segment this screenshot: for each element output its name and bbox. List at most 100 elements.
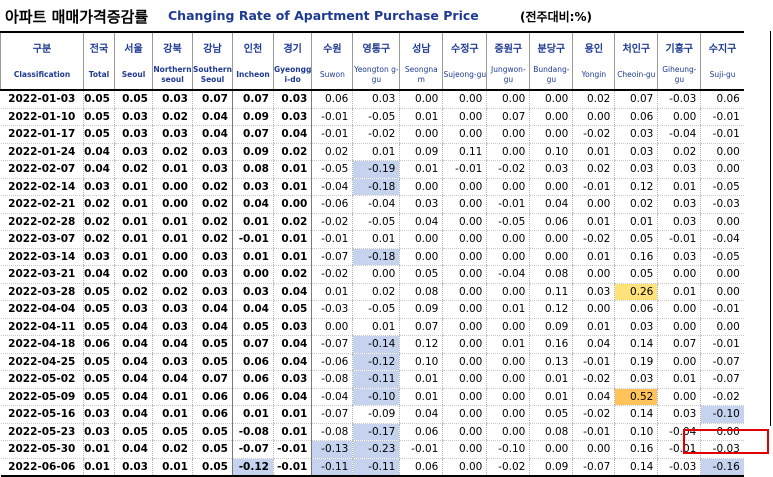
table-row: 2022-04-18 0.06 0.04 0.04 0.05 0.07 0.04 -0.07-… xyxy=(0,335,744,354)
table-cell: 0.16 xyxy=(614,440,658,459)
table-cell: 0.00 xyxy=(442,195,487,214)
table-cell: 0.00 xyxy=(442,108,487,126)
table-cell: 0.07 xyxy=(486,108,530,126)
table-row: 2022-02-07 0.04 0.02 0.01 0.03 0.08 0.01 -0.05-… xyxy=(0,160,744,179)
table-cell: 0.00 xyxy=(442,230,487,249)
table-cell: 0.06 xyxy=(231,353,274,371)
table-cell: 0.03 xyxy=(114,125,153,144)
table-cell: 0.00 xyxy=(529,108,573,126)
table-cell: 0.00 xyxy=(399,125,443,144)
column-header-kr: 분당구 xyxy=(529,31,573,61)
column-header-kr: 성남 xyxy=(399,31,443,61)
table-cell: 0.10 xyxy=(529,143,573,161)
table-cell: -0.01 xyxy=(311,125,353,144)
table-cell: -0.08 xyxy=(311,423,353,441)
table-cell: 0.01 xyxy=(152,458,193,477)
table-cell: 0.04 xyxy=(231,195,274,214)
table-cell: 0.07 xyxy=(399,318,443,336)
table-cell: 0.02 xyxy=(114,283,153,301)
table-cell: 0.04 xyxy=(114,440,153,459)
table-cell: 0.00 xyxy=(657,388,701,406)
table-cell: 0.00 xyxy=(442,300,487,319)
table-cell: 0.00 xyxy=(486,125,530,144)
unit-label: (전주대비:%) xyxy=(520,10,592,24)
column-header-en: Seongna m xyxy=(399,61,443,91)
table-row: 2022-05-23 0.03 0.05 0.05 0.05 -0.08 0.01 -0.08… xyxy=(0,423,744,441)
table-cell: 0.00 xyxy=(657,265,701,284)
row-date: 2022-02-14 xyxy=(0,178,84,196)
table-cell: -0.01 xyxy=(272,440,313,459)
table-cell: 0.01 xyxy=(572,318,615,336)
table-cell: 0.03 xyxy=(399,195,443,214)
table-cell: -0.04 xyxy=(486,265,530,284)
table-cell: -0.01 xyxy=(700,335,744,354)
table-cell: 0.12 xyxy=(399,335,443,354)
table-cell: 0.00 xyxy=(486,230,530,249)
column-header-en: Bundang-gu xyxy=(529,61,573,91)
table-cell: 0.00 xyxy=(529,178,573,196)
table-cell: 0.05 xyxy=(614,265,658,284)
table-cell: -0.18 xyxy=(352,248,400,266)
table-cell: 0.02 xyxy=(152,143,193,161)
table-cell: 0.02 xyxy=(192,213,233,231)
table-cell: 0.03 xyxy=(83,423,115,441)
column-header-kr: 용인 xyxy=(572,31,615,61)
table-cell: -0.17 xyxy=(352,423,400,441)
table-cell: 0.52 xyxy=(614,388,658,406)
table-cell: 0.00 xyxy=(442,335,487,354)
table-cell: 0.00 xyxy=(572,300,615,319)
table-cell: -0.19 xyxy=(352,160,400,179)
table-row: 2022-05-02 0.05 0.04 0.04 0.07 0.06 0.03 -0.08-… xyxy=(0,370,744,389)
table-cell: 0.01 xyxy=(352,230,400,249)
table-cell: 0.00 xyxy=(442,405,487,424)
table-cell: 0.01 xyxy=(231,248,274,266)
table-cell: -0.03 xyxy=(311,300,353,319)
table-row: 2022-01-24 0.04 0.03 0.02 0.03 0.09 0.02 0.02 0.… xyxy=(0,143,744,161)
table-cell: 0.05 xyxy=(192,335,233,354)
table-cell: 0.09 xyxy=(399,143,443,161)
header-english-row: Classification Total Seoul Northern seoul So… xyxy=(0,61,744,91)
table-cell: 0.06 xyxy=(192,405,233,424)
table-cell: 0.00 xyxy=(399,90,443,109)
table-cell: -0.06 xyxy=(311,353,353,371)
table-cell: 0.02 xyxy=(614,195,658,214)
table-cell: 0.04 xyxy=(192,108,233,126)
table-cell: -0.02 xyxy=(572,405,615,424)
table-cell: 0.01 xyxy=(486,300,530,319)
table-cell: 0.01 xyxy=(399,388,443,406)
table-cell: 0.00 xyxy=(572,440,615,459)
table-cell: -0.23 xyxy=(352,440,400,459)
column-header-kr: 기흥구 xyxy=(657,31,701,61)
table-cell: 0.01 xyxy=(572,143,615,161)
table-cell: -0.07 xyxy=(700,370,744,389)
table-cell: 0.05 xyxy=(83,300,115,319)
table-cell: 0.01 xyxy=(272,248,313,266)
table-cell: 0.01 xyxy=(114,178,153,196)
table-row: 2022-04-11 0.05 0.04 0.03 0.04 0.05 0.03 0.00 0.… xyxy=(0,318,744,336)
table-cell: -0.05 xyxy=(700,248,744,266)
table-cell: -0.02 xyxy=(311,265,353,284)
table-cell: 0.00 xyxy=(486,143,530,161)
table-cell: 0.03 xyxy=(192,248,233,266)
table-cell: -0.03 xyxy=(700,195,744,214)
table-cell: 0.05 xyxy=(83,370,115,389)
table-cell: 0.16 xyxy=(529,335,573,354)
table-cell: -0.01 xyxy=(442,160,487,179)
table-cell: 0.01 xyxy=(311,283,353,301)
table-cell: -0.07 xyxy=(311,248,353,266)
table-cell: -0.07 xyxy=(572,458,615,477)
table-cell: 0.02 xyxy=(272,213,313,231)
table-cell: -0.10 xyxy=(486,440,530,459)
table-cell: 0.04 xyxy=(231,300,274,319)
table-cell: 0.04 xyxy=(272,388,313,406)
row-date: 2022-01-03 xyxy=(0,90,84,109)
table-cell: -0.07 xyxy=(311,405,353,424)
table-cell: 0.06 xyxy=(83,335,115,354)
table-cell: -0.05 xyxy=(352,300,400,319)
table-cell: 0.00 xyxy=(399,248,443,266)
table-cell: 0.04 xyxy=(114,388,153,406)
table-cell: 0.03 xyxy=(192,160,233,179)
table-cell: 0.01 xyxy=(272,178,313,196)
table-row: 2022-03-07 0.02 0.01 0.01 0.02 -0.01 0.01 -0.01… xyxy=(0,230,744,249)
table-cell: 0.03 xyxy=(614,160,658,179)
